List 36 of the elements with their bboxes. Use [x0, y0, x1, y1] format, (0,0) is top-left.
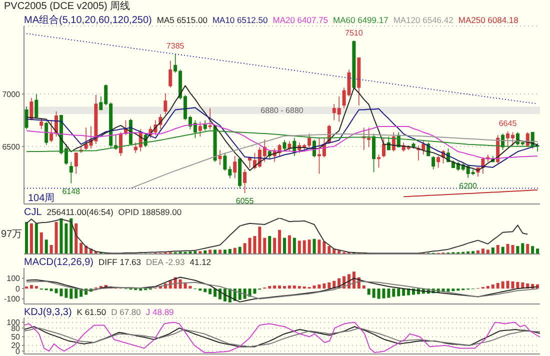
legend-title: MACD(12,26,9) [24, 257, 94, 269]
text: MA10 6512.50 [212, 14, 268, 26]
chart-title: PVC2005 (DCE v2005) 周线 [4, 0, 130, 14]
y-tick-label: 0 [16, 284, 21, 294]
annotation: 7385 [166, 42, 185, 51]
annotation: 6645 [498, 119, 518, 128]
text: DIFF 17.63 [98, 256, 141, 268]
text: MA20 6407.75 [272, 14, 328, 26]
band-label: 6880 - 6880 [260, 106, 304, 116]
text: MA60 6499.17 [333, 14, 388, 26]
y-tick-label: 100 [6, 274, 21, 284]
y-tick-label: -100 [4, 294, 21, 304]
text: MA250 6084.18 [458, 14, 518, 26]
y-axis-title: 97万 [1, 228, 22, 241]
legend-title: KDJ(9,3,3) [24, 307, 72, 319]
text: OPID 188589.00 [118, 206, 182, 218]
text: K 61.50 [76, 306, 106, 318]
x-axis-title: 104周 [28, 192, 55, 205]
annotation: 7510 [345, 28, 364, 38]
y-tick-label: 50 [11, 332, 21, 342]
text: MA120 6546.42 [393, 14, 454, 26]
text: D 67.80 [111, 306, 141, 318]
y-tick-label: 6500 [2, 142, 21, 152]
legend-title: MA组合(5,10,20,60,120,250) [24, 15, 152, 27]
text: MA5 6515.00 [156, 14, 208, 26]
series-label: DEA -2.93 [146, 256, 185, 268]
series-label: J 48.89 [146, 306, 174, 318]
y-tick-label: 0 [16, 346, 21, 356]
legend-title: CJL [24, 207, 42, 219]
annotation: 6200 [459, 182, 478, 191]
chart-subtitle: 256411.00(46:54) [46, 206, 114, 218]
y-tick-label: 80 [11, 324, 21, 333]
annotation: 6148 [62, 186, 81, 196]
y-tick-label: 7000 [2, 90, 21, 99]
text: 41.12 [190, 256, 212, 268]
annotation: 6055 [236, 196, 254, 206]
